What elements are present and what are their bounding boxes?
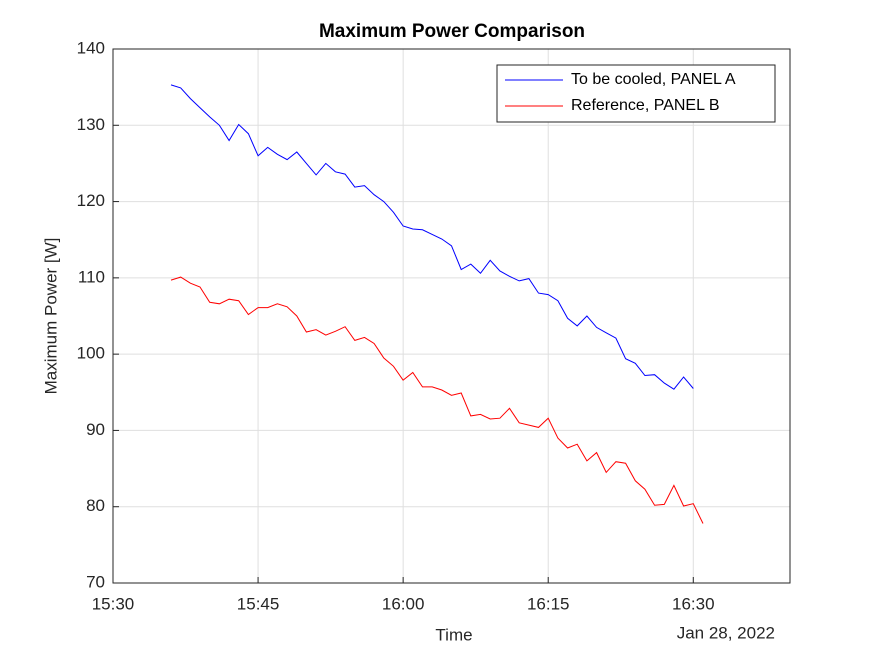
x-tick-label: 16:30 [672,594,715,613]
y-axis-label: Maximum Power [W] [41,238,60,395]
data-line [170,84,694,390]
y-tick-label: 90 [86,420,105,439]
y-tick-label: 70 [86,572,105,591]
legend-box [496,64,776,123]
x-axis-label: Time [435,625,472,644]
data-line [170,276,704,524]
date-label: Jan 28, 2022 [677,623,775,642]
x-tick-label: 16:00 [382,594,425,613]
y-tick-label: 80 [86,496,105,515]
y-tick-label: 140 [77,38,105,57]
legend-label: Reference, PANEL B [571,97,720,114]
plot-area [113,49,790,583]
x-tick-label: 15:30 [92,594,135,613]
chart-title: Maximum Power Comparison [319,21,585,42]
y-tick-label: 120 [77,191,105,210]
x-tick-label: 15:45 [237,594,280,613]
y-tick-label: 130 [77,115,105,134]
legend-label: To be cooled, PANEL A [571,71,736,88]
y-tick-label: 100 [77,344,105,363]
x-tick-label: 16:15 [527,594,570,613]
axes-box [112,48,791,584]
y-tick-label: 110 [78,267,105,286]
